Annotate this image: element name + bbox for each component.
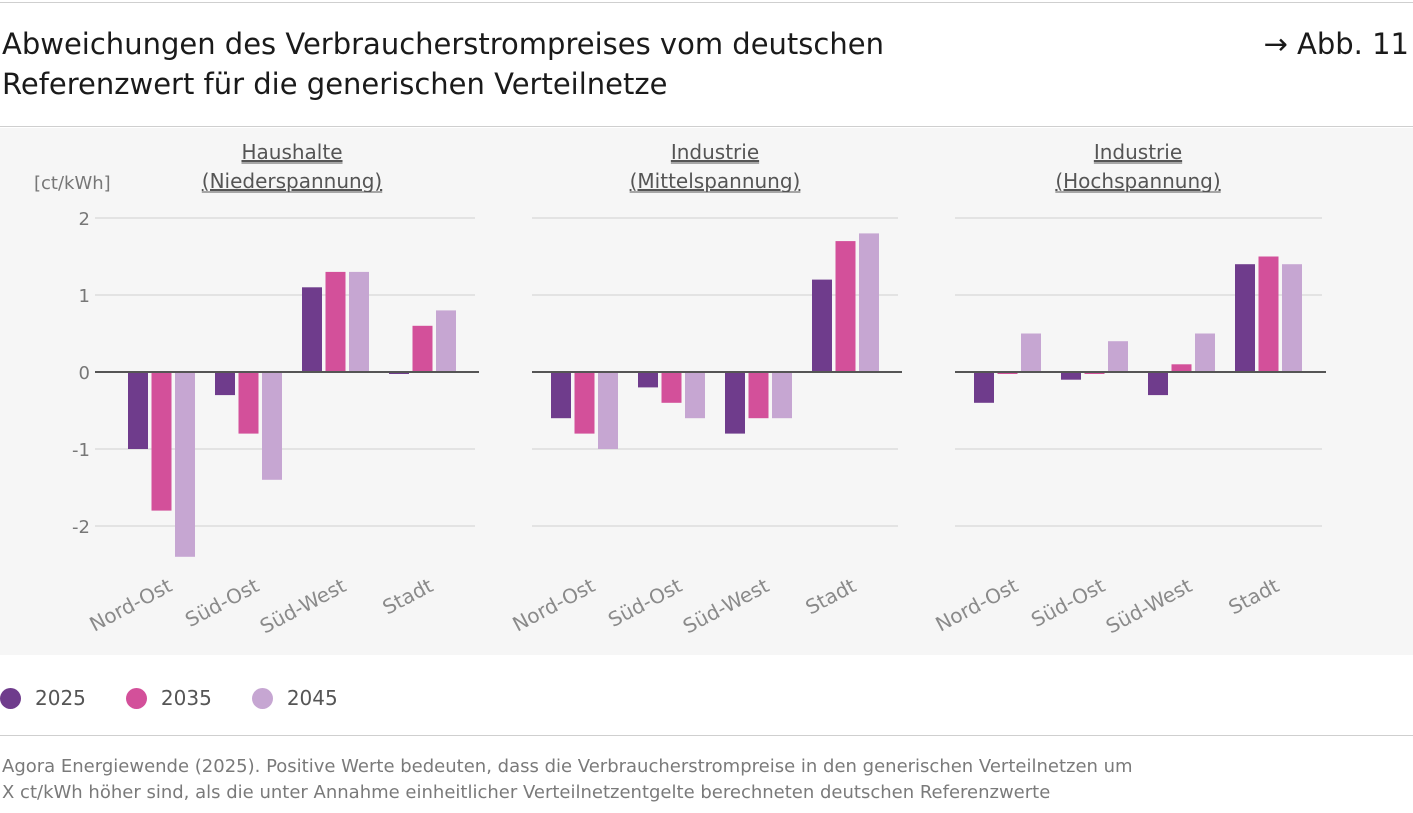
legend-label-2035: 2035 xyxy=(160,686,212,710)
y-tick-label: 2 xyxy=(79,209,90,230)
x-tick-label: Süd-West xyxy=(1102,573,1196,638)
bar-2025-nord-ost xyxy=(974,372,994,403)
bar-2045-nord-ost xyxy=(598,372,618,449)
bar-2025-süd-ost xyxy=(1061,372,1081,380)
y-axis-unit-label: [ct/kWh] xyxy=(34,173,111,194)
x-tick-label: Süd-West xyxy=(679,573,773,638)
panel-title-line1: Industrie xyxy=(671,140,759,164)
panel-title-line2: (Niederspannung) xyxy=(202,169,382,193)
title-divider xyxy=(0,126,1413,127)
bar-2045-stadt xyxy=(859,233,879,372)
x-tick-label: Süd-Ost xyxy=(604,573,686,632)
y-tick-label: -2 xyxy=(72,517,90,538)
bar-2025-nord-ost xyxy=(128,372,148,449)
bar-2035-nord-ost xyxy=(151,372,172,511)
legend-swatch-2025 xyxy=(0,687,21,709)
bar-2025-nord-ost xyxy=(551,372,571,419)
chart-title: Abweichungen des Verbraucherstrompreises… xyxy=(2,24,1102,104)
y-tick-label: 0 xyxy=(79,363,90,384)
bar-2025-süd-ost xyxy=(638,372,658,388)
legend-item-2035: 2035 xyxy=(125,686,212,710)
bar-2025-stadt xyxy=(1235,264,1255,372)
chart-panel-area xyxy=(0,128,1413,655)
source-note: Agora Energiewende (2025). Positive Wert… xyxy=(2,754,1302,806)
bar-2045-süd-ost xyxy=(262,372,282,480)
bar-2035-nord-ost xyxy=(574,372,595,434)
bar-2045-stadt xyxy=(436,310,456,372)
figure-reference: → Abb. 11 xyxy=(1263,27,1409,61)
y-tick-label: -1 xyxy=(72,440,90,461)
source-note-line1: Agora Energiewende (2025). Positive Wert… xyxy=(2,756,1133,777)
top-rule xyxy=(0,2,1413,3)
x-tick-label: Stadt xyxy=(801,573,859,619)
bar-2035-stadt xyxy=(412,325,433,372)
x-tick-label: Nord-Ost xyxy=(509,573,599,636)
legend-item-2045: 2045 xyxy=(251,686,338,710)
bar-2025-süd-west xyxy=(725,372,745,434)
bar-2045-süd-west xyxy=(772,372,792,419)
legend-label-2045: 2045 xyxy=(286,686,338,710)
bar-2045-süd-ost xyxy=(685,372,705,419)
bar-2045-nord-ost xyxy=(175,372,195,557)
source-note-line2: X ct/kWh höher sind, als die unter Annah… xyxy=(2,782,1051,803)
chart-title-line2: Referenzwert für die generischen Verteil… xyxy=(2,67,668,101)
y-tick-label: 1 xyxy=(79,286,90,307)
bar-2045-nord-ost xyxy=(1021,333,1041,372)
x-tick-label: Stadt xyxy=(1224,573,1282,619)
bar-2045-süd-ost xyxy=(1108,341,1128,372)
bar-2035-süd-ost xyxy=(661,372,682,403)
bar-2045-stadt xyxy=(1282,264,1302,372)
legend-label-2025: 2025 xyxy=(35,686,86,710)
bar-2025-süd-ost xyxy=(215,372,235,396)
legend: 2025 2035 2045 xyxy=(0,683,378,713)
x-tick-label: Süd-Ost xyxy=(181,573,263,632)
bar-2025-stadt xyxy=(812,279,832,372)
x-tick-label: Süd-Ost xyxy=(1027,573,1109,632)
bar-2035-süd-west xyxy=(748,372,769,419)
bar-2035-süd-west xyxy=(1171,364,1192,372)
bar-2035-süd-ost xyxy=(238,372,259,434)
panel-title-line2: (Hochspannung) xyxy=(1055,169,1220,193)
x-tick-label: Nord-Ost xyxy=(86,573,176,636)
panel-title-line1: Industrie xyxy=(1094,140,1182,164)
bar-2035-stadt xyxy=(1258,256,1279,372)
x-tick-label: Süd-West xyxy=(256,573,350,638)
bar-2025-süd-west xyxy=(302,287,322,372)
x-tick-label: Stadt xyxy=(378,573,436,619)
panel-title-line2: (Mittelspannung) xyxy=(630,169,801,193)
bar-2035-stadt xyxy=(835,241,856,372)
legend-item-2025: 2025 xyxy=(0,686,86,710)
bar-2045-süd-west xyxy=(349,271,369,372)
bar-2035-süd-west xyxy=(325,271,346,372)
source-divider xyxy=(0,735,1413,736)
bar-2045-süd-west xyxy=(1195,333,1215,372)
legend-swatch-2045 xyxy=(251,687,273,709)
legend-swatch-2035 xyxy=(125,687,147,709)
x-tick-label: Nord-Ost xyxy=(932,573,1022,636)
bar-2025-süd-west xyxy=(1148,372,1168,396)
panel-title-line1: Haushalte xyxy=(241,140,342,164)
chart-title-line1: Abweichungen des Verbraucherstrompreises… xyxy=(2,27,884,61)
